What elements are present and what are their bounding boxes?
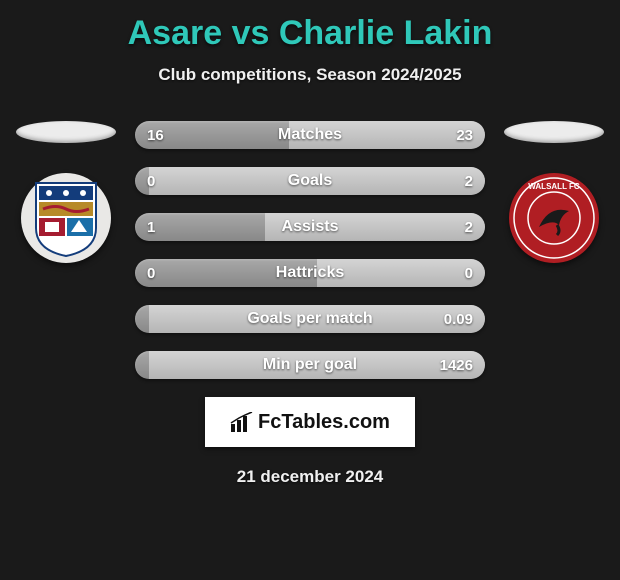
left-crest-svg [31,178,101,258]
subtitle: Club competitions, Season 2024/2025 [158,65,461,85]
stat-left-value: 0 [147,173,155,190]
left-oval [16,121,116,143]
stat-row: 0 0 Hattricks [135,259,485,287]
stat-row: 16 23 Matches [135,121,485,149]
left-side [11,121,121,263]
stat-right-value: 23 [456,127,473,144]
stat-label: Goals per match [247,310,372,328]
stat-row: 0.09 Goals per match [135,305,485,333]
stat-row: 0 2 Goals [135,167,485,195]
stat-right-value: 1426 [440,357,473,374]
stat-row: 1426 Min per goal [135,351,485,379]
stat-left-value: 0 [147,265,155,282]
main-row: 16 23 Matches 0 2 Goals 1 2 Assists 0 0 Hattricks 0.… [0,121,620,379]
stat-label: Min per goal [263,356,357,374]
fctables-logo[interactable]: FcTables.com [205,397,415,447]
stat-right-value: 0 [465,265,473,282]
stat-row: 1 2 Assists [135,213,485,241]
comparison-card: Asare vs Charlie Lakin Club competitions… [0,0,620,497]
stat-label: Matches [278,126,342,144]
right-crest-svg: WALSALL FC [511,175,597,261]
svg-text:WALSALL FC: WALSALL FC [528,182,580,191]
right-side: WALSALL FC [499,121,609,263]
stat-left-value: 1 [147,219,155,236]
stat-label: Hattricks [276,264,344,282]
stat-right-value: 2 [465,173,473,190]
date-text: 21 december 2024 [237,467,384,487]
logo-content: FcTables.com [230,411,390,434]
page-title: Asare vs Charlie Lakin [128,14,493,53]
stat-right-value: 0.09 [444,311,473,328]
right-oval [504,121,604,143]
player1-name: Asare [128,14,223,52]
right-crest: WALSALL FC [509,173,599,263]
bar-chart-icon [230,412,254,432]
stat-label: Assists [282,218,339,236]
logo-text: FcTables.com [258,411,390,434]
player2-name: Charlie Lakin [279,14,493,52]
stat-right-value: 2 [465,219,473,236]
stat-left-value: 16 [147,127,164,144]
stat-label: Goals [288,172,332,190]
stats-column: 16 23 Matches 0 2 Goals 1 2 Assists 0 0 Hattricks 0.… [135,121,485,379]
vs-text: vs [232,14,270,52]
left-crest [21,173,111,263]
